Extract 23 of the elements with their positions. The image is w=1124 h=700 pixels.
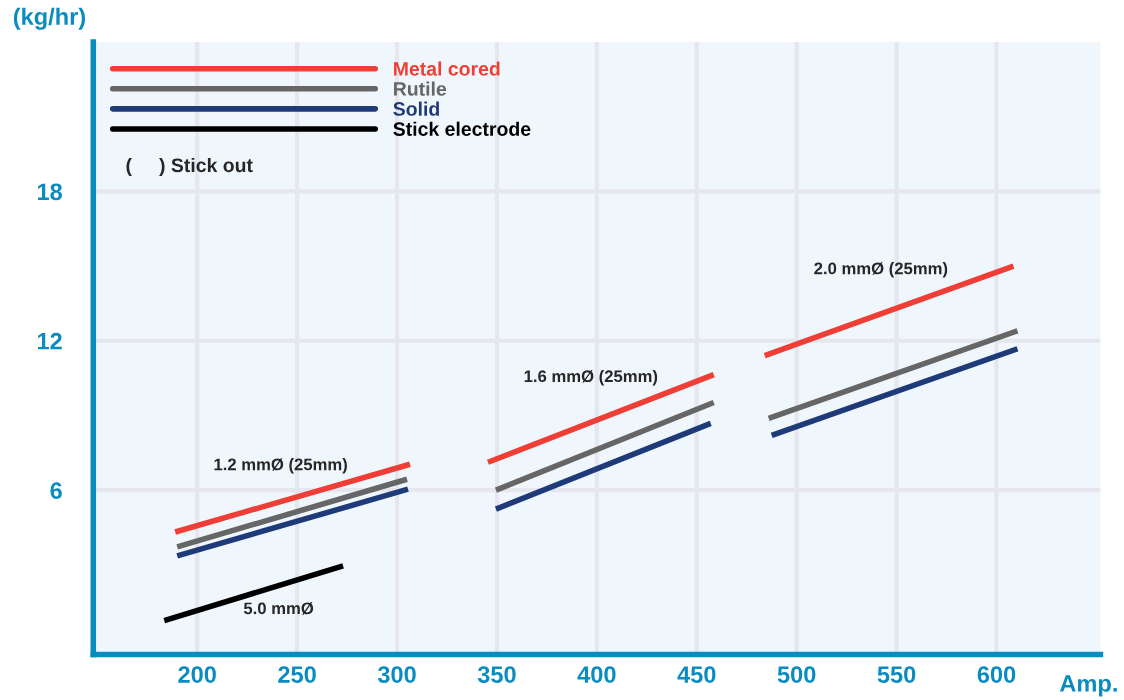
y-tick-label: 18 bbox=[37, 183, 63, 201]
x-tick-label: 500 bbox=[777, 666, 816, 683]
y-axis-title: (kg/hr) bbox=[13, 7, 85, 30]
x-axis-title: Amp. bbox=[1059, 675, 1117, 697]
annotation: 1.2 mmØ (25mm) bbox=[214, 458, 347, 474]
x-tick-label: 300 bbox=[377, 666, 416, 683]
x-tick-label: 550 bbox=[877, 666, 916, 683]
annotation: 5.0 mmØ bbox=[243, 602, 314, 615]
text: Rutile bbox=[394, 81, 447, 96]
x-tick-label: 450 bbox=[677, 666, 716, 683]
y-tick-label: 12 bbox=[37, 332, 62, 350]
x-tick-label: 400 bbox=[577, 666, 616, 683]
annotation: ( ) Stick out bbox=[126, 157, 253, 177]
x-tick-label: 350 bbox=[477, 666, 516, 683]
annotation: 1.6 mmØ (25mm) bbox=[524, 369, 658, 386]
text: Stick electrode bbox=[393, 121, 531, 136]
text: Metal cored bbox=[394, 61, 500, 76]
x-tick-label: 250 bbox=[278, 666, 316, 683]
x-tick-label: 200 bbox=[178, 666, 216, 683]
x-tick-label: 600 bbox=[977, 666, 1016, 683]
text: Solid bbox=[393, 101, 439, 116]
y-tick-label: 6 bbox=[50, 482, 62, 499]
annotation: 2.0 mmØ (25mm) bbox=[814, 262, 948, 278]
